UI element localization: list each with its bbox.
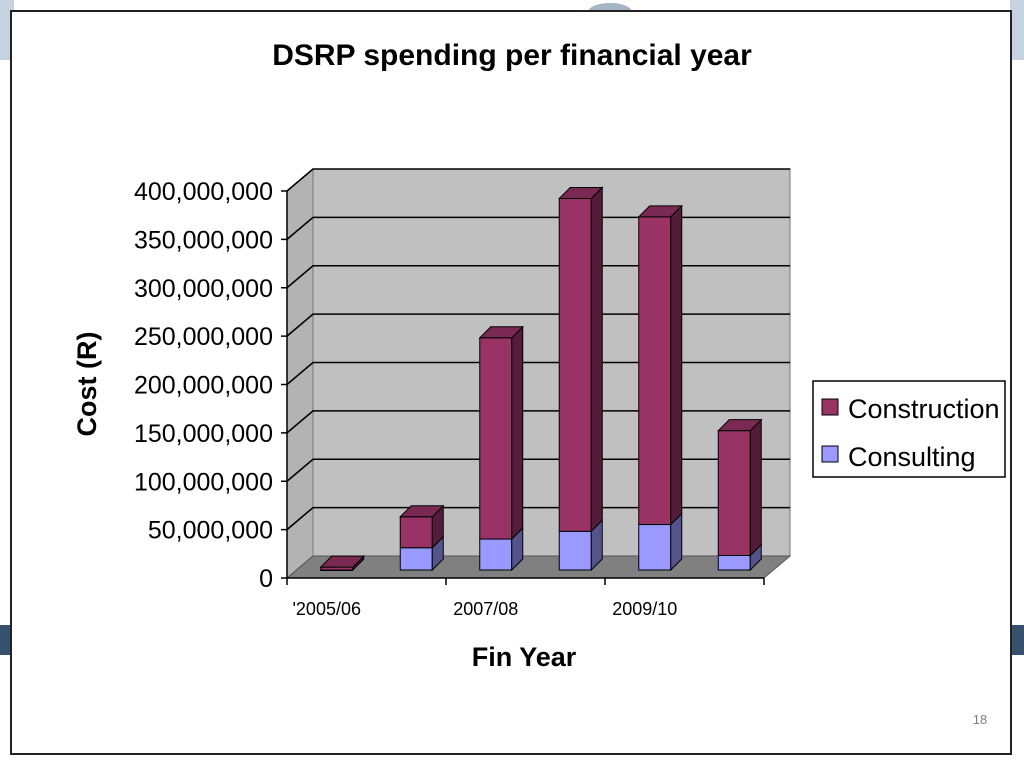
- legend: Construction Consulting: [812, 380, 1006, 478]
- bars: [319, 186, 763, 572]
- y-tick-label: 50,000,000: [148, 517, 273, 545]
- y-tick-label: 0: [259, 565, 273, 593]
- bar-segment-construction: [478, 325, 524, 541]
- gridline: [286, 506, 790, 531]
- gridline: [286, 361, 790, 386]
- gridline: [286, 264, 790, 289]
- y-axis-title: Cost (R): [72, 332, 102, 437]
- plot-walls: [285, 167, 792, 580]
- gridline: [286, 216, 790, 240]
- bar-segment-consulting: [479, 526, 524, 572]
- chart-title: DSRP spending per financial year: [272, 39, 752, 72]
- legend-swatch-consulting: [821, 445, 839, 463]
- y-tick-label: 100,000,000: [134, 468, 273, 496]
- bar-segment-construction: [558, 186, 604, 533]
- legend-label-consulting: Consulting: [848, 442, 976, 472]
- bar-segment-construction: [399, 504, 445, 549]
- y-tick-label: 150,000,000: [134, 420, 273, 448]
- x-tick-label: '2005/06: [292, 599, 361, 619]
- slide-number: 18: [972, 712, 988, 727]
- bar-segment-consulting: [558, 519, 603, 572]
- x-tick-label: 2009/10: [612, 599, 677, 619]
- axes: [281, 190, 765, 585]
- y-tick-label: 350,000,000: [134, 226, 273, 254]
- bar-segment-construction: [637, 204, 683, 526]
- x-axis-title: Fin Year: [472, 642, 577, 672]
- gridline: [286, 168, 790, 192]
- legend-label-construction: Construction: [848, 394, 1000, 424]
- gridline: [286, 458, 790, 482]
- bar-segment-consulting: [638, 512, 683, 572]
- x-tick-label: 2007/08: [453, 599, 518, 619]
- x-tick-labels: '2005/06 2007/08 2009/10: [292, 599, 677, 619]
- gridlines: [286, 168, 790, 531]
- bar-segment-construction: [717, 418, 763, 557]
- y-tick-label: 200,000,000: [134, 372, 273, 400]
- y-tick-label: 400,000,000: [134, 178, 273, 206]
- y-tick-label: 300,000,000: [134, 275, 273, 303]
- y-tick-label: 250,000,000: [134, 323, 273, 351]
- gridline: [286, 313, 790, 337]
- legend-box: [812, 380, 1006, 478]
- y-tick-labels: 0 50,000,000 100,000,000 150,000,000 200,000…: [134, 178, 273, 593]
- bar-segment-construction: [319, 554, 365, 572]
- gridline: [286, 410, 790, 434]
- legend-swatch-construction: [821, 398, 839, 416]
